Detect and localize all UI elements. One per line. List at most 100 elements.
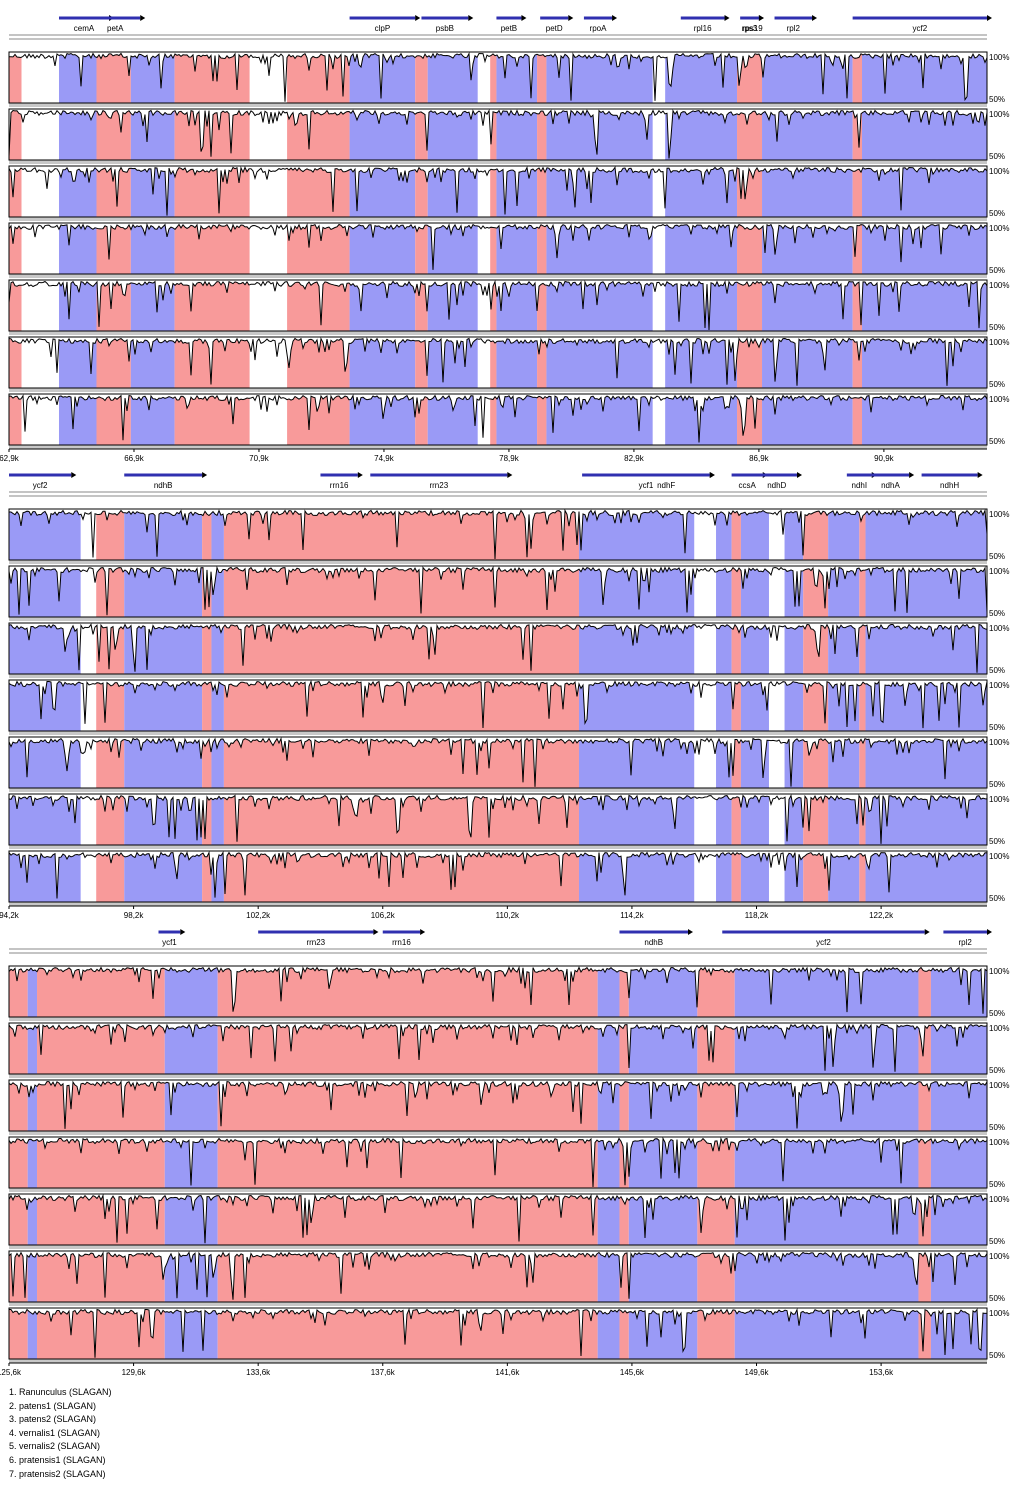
track-frame [8, 736, 988, 789]
exon-region [784, 623, 804, 674]
exon-region [862, 223, 987, 274]
legend-item: 4. vernalis1 (SLAGAN) [9, 1427, 101, 1438]
x-tick-label: 122,2k [869, 911, 894, 920]
exon-region [130, 109, 175, 160]
track-frame [8, 1136, 988, 1189]
gene-arrowhead [724, 15, 730, 21]
gene-label: psbB [436, 24, 454, 33]
exon-region [164, 1194, 218, 1245]
conservation-line [8, 337, 988, 386]
exon-region [427, 109, 478, 160]
cns-region [96, 52, 131, 103]
cns-region [537, 280, 547, 331]
cns-region [859, 566, 866, 617]
exon-region [164, 1308, 218, 1359]
cns-region [859, 680, 866, 731]
cns-region [96, 223, 131, 274]
cns-region [852, 280, 863, 331]
exon-region [740, 851, 769, 902]
cns-region [852, 166, 863, 217]
track-frame [8, 508, 988, 561]
gene-arrowhead [812, 15, 818, 21]
conservation-mask [9, 566, 987, 616]
cns-region [9, 337, 22, 388]
cns-region [731, 509, 741, 560]
y-tick-label: 50% [989, 1009, 1005, 1018]
y-tick-label: 50% [989, 95, 1005, 104]
x-tick-label: 153,6k [869, 1368, 894, 1377]
cns-region [415, 166, 428, 217]
cns-region [619, 1080, 629, 1131]
y-tick-label: 50% [989, 552, 1005, 561]
exon-region [628, 966, 698, 1017]
cns-region [37, 1080, 165, 1131]
x-tick-label: 70,9k [249, 454, 270, 463]
x-tick-label: 74,9k [374, 454, 395, 463]
gene-arrowhead [357, 472, 363, 478]
gene-arrowhead [709, 472, 715, 478]
cns-region [217, 966, 598, 1017]
track-baseline [9, 103, 987, 107]
x-tick-label: 78,9k [499, 454, 520, 463]
exon-region [828, 623, 860, 674]
cns-region [415, 337, 428, 388]
cns-region [697, 1023, 735, 1074]
gene-label: ndhB [154, 481, 173, 490]
y-tick-label: 50% [989, 1180, 1005, 1189]
cns-region [217, 1251, 598, 1302]
exon-region [930, 1194, 987, 1245]
exon-region [740, 794, 769, 845]
x-tick-label: 133,6k [246, 1368, 271, 1377]
conservation-mask [9, 223, 987, 270]
exon-region [862, 394, 987, 445]
cns-region [737, 223, 763, 274]
cns-region [731, 794, 741, 845]
exon-region [124, 737, 203, 788]
cns-region [859, 509, 866, 560]
cns-region [287, 166, 350, 217]
cns-region [490, 166, 497, 217]
exon-region [496, 280, 538, 331]
gene-arrowhead [687, 929, 693, 935]
exon-region [628, 1194, 698, 1245]
gene-label: rrn16 [330, 481, 349, 490]
track-baseline [9, 331, 987, 335]
exon-region [546, 52, 653, 103]
exon-region [862, 337, 987, 388]
track-baseline [9, 788, 987, 792]
cns-region [223, 737, 579, 788]
cns-region [415, 52, 428, 103]
gene-label: ndhI [852, 481, 868, 490]
exon-region [546, 337, 653, 388]
exon-region [740, 566, 769, 617]
exon-region [734, 966, 919, 1017]
exon-region [862, 166, 987, 217]
y-tick-label: 100% [989, 738, 1009, 747]
gene-arrowhead [924, 929, 930, 935]
exon-region [762, 166, 853, 217]
exon-region [496, 337, 538, 388]
legend-item: 5. vernalis2 (SLAGAN) [9, 1441, 101, 1452]
exon-region [716, 623, 732, 674]
legend-item: 3. patens2 (SLAGAN) [9, 1414, 97, 1425]
cns-region [537, 52, 547, 103]
gene-arrowhead [507, 472, 513, 478]
exon-region [27, 1308, 38, 1359]
x-tick-label: 137,6k [371, 1368, 396, 1377]
exon-region [496, 223, 538, 274]
y-tick-label: 100% [989, 110, 1009, 119]
cns-region [918, 966, 931, 1017]
track-baseline [9, 160, 987, 164]
exon-region [930, 966, 987, 1017]
exon-region [27, 1194, 38, 1245]
cns-region [9, 280, 22, 331]
exon-region [716, 680, 732, 731]
cns-region [174, 280, 250, 331]
cns-region [918, 1080, 931, 1131]
conservation-line [8, 1136, 988, 1188]
cns-region [697, 1308, 735, 1359]
cns-region [619, 1023, 629, 1074]
exon-region [828, 509, 860, 560]
exon-region [164, 1080, 218, 1131]
track-frame [8, 565, 988, 618]
